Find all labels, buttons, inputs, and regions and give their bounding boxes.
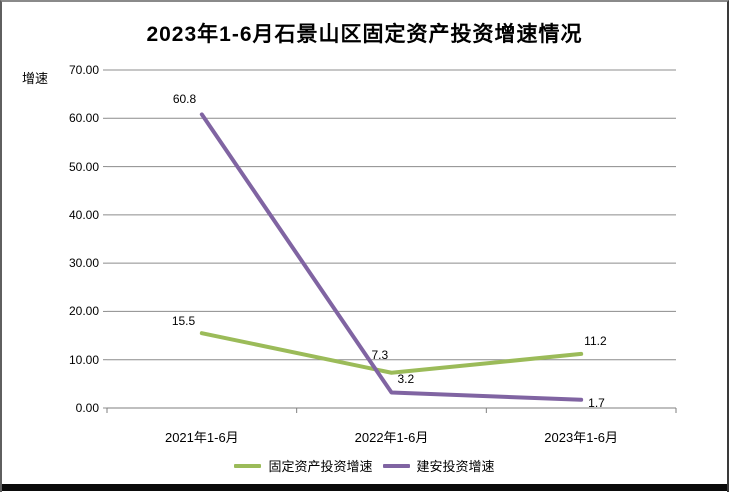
y-tick-label: 60.00 [68, 111, 99, 126]
x-category-label: 2023年1-6月 [544, 430, 619, 445]
data-label: 60.8 [172, 92, 197, 107]
y-tick-label: 50.00 [68, 159, 99, 174]
y-tick-label: 0.00 [75, 401, 99, 415]
data-label: 15.5 [171, 314, 196, 329]
data-label: 1.7 [588, 395, 605, 410]
legend-item: 固定资产投资增速 [234, 456, 373, 475]
legend-line-swatch [234, 463, 262, 468]
y-tick-label: 10.00 [68, 352, 99, 367]
legend-line-swatch [382, 463, 410, 468]
data-label: 7.3 [371, 347, 389, 362]
y-tick-label: 70.00 [68, 63, 99, 77]
legend-label: 固定资产投资增速 [268, 459, 373, 474]
y-tick-label: 40.00 [68, 207, 99, 222]
data-label: 11.2 [584, 333, 607, 348]
data-label: 3.2 [397, 371, 415, 386]
chart-title: 2023年1-6月石景山区固定资产投资增速情况 [146, 23, 583, 46]
y-axis-label: 增速 [22, 71, 49, 86]
y-tick-label: 30.00 [68, 256, 99, 271]
series-line-1 [199, 112, 584, 402]
series-line-0 [199, 331, 584, 375]
legend: 固定资产投资增速 建安投资增速 [2, 456, 727, 475]
legend-item: 建安投资增速 [382, 456, 495, 475]
x-category-label: 2022年1-6月 [354, 430, 429, 445]
legend-label: 建安投资增速 [416, 459, 495, 474]
x-category-label: 2021年1-6月 [164, 430, 239, 445]
bottom-border [2, 484, 727, 491]
y-tick-label: 20.00 [68, 304, 99, 319]
